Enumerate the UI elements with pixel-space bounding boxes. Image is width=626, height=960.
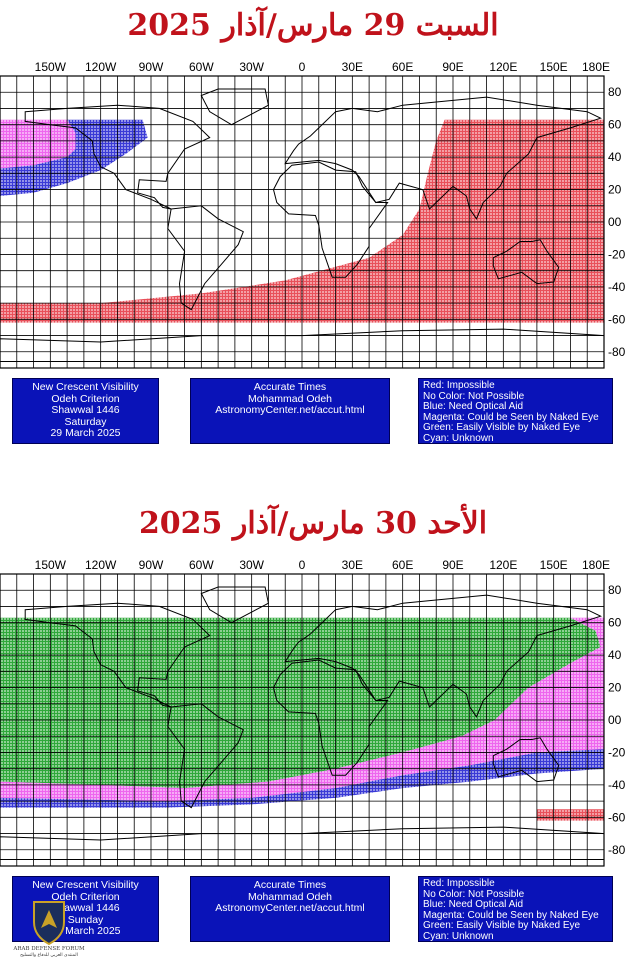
map2-frame <box>0 573 605 867</box>
map2-grid <box>0 573 605 867</box>
map2-visibility-map: 150W 120W 90W 60W 30W 0 30E 60E 90E 120E 150E 180E … <box>0 558 626 867</box>
map1-longitude-label: 60W <box>189 60 214 74</box>
map2-latitude-label: -60 <box>608 810 626 824</box>
map1-latitude-label: 40 <box>608 150 622 164</box>
map2-longitude-label: 90W <box>139 558 164 572</box>
map1-legend-item: Green: Easily Visible by Naked Eye <box>423 422 581 433</box>
map2-latitude-label: 80 <box>608 583 622 597</box>
map1-info-box: New Crescent Visibility Odeh Criterion S… <box>12 378 159 444</box>
map2-info-line: Sunday <box>67 913 104 926</box>
map1-latitude-label: 60 <box>608 118 622 132</box>
map2-longitude-label: 60W <box>189 558 214 572</box>
map2-info-line: New Crescent Visibility <box>32 879 139 891</box>
map2-info-line: Shawwal 1446 <box>51 902 120 914</box>
map1-longitude-label: 120W <box>85 60 117 74</box>
map2-latitude-label: -20 <box>608 745 626 759</box>
logo-text: ARAB DEFENSE FORUM <box>12 946 85 952</box>
map1-longitude-label: 120E <box>489 60 517 74</box>
map2-longitude-label: 150E <box>540 558 568 572</box>
logo-subtext: المنتدى العربي للدفاع والتسليح <box>20 953 78 958</box>
map1-legend-item: Blue: Need Optical Aid <box>423 401 524 412</box>
map2-longitude-label: 30E <box>342 558 363 572</box>
map1-frame <box>0 75 605 369</box>
map2-legend: Red: Impossible No Color: Not Possible B… <box>418 876 613 942</box>
map2-legend-item: Blue: Need Optical Aid <box>423 899 524 910</box>
map1-credit-line: Accurate Times <box>253 381 327 393</box>
map2-visibility-zone <box>0 617 601 789</box>
map1-longitude-label: 90E <box>442 60 463 74</box>
map1-latitude-label: -80 <box>608 345 626 359</box>
map2-longitude-label: 0 <box>299 558 306 572</box>
map2-longitude-label: 60E <box>392 558 413 572</box>
map1-legend: Red: Impossible No Color: Not Possible B… <box>418 378 613 444</box>
map2-credit-line: Accurate Times <box>253 879 327 891</box>
map2-latitude-label: 60 <box>608 616 622 630</box>
map1-credit-line: AstronomyCenter.net/accut.html <box>215 404 365 416</box>
map1-longitude-label: 150W <box>35 60 67 74</box>
map1-visibility-map: 150W 120W 90W 60W 30W 0 30E 60E 90E 120E 150E 180E … <box>0 60 626 369</box>
map1-info-line: Shawwal 1446 <box>51 404 120 416</box>
map1-latitude-label: -20 <box>608 247 626 261</box>
map1-info-line: Odeh Criterion <box>51 392 120 405</box>
map2-longitude-label: 150W <box>35 558 67 572</box>
map2-credit-line: Mohammad Odeh <box>247 890 333 903</box>
map2-latitude-label: 20 <box>608 681 622 695</box>
map2-legend-item: No Color: Not Possible <box>423 888 525 900</box>
map1-latitude-label: 00 <box>608 215 622 229</box>
map2-legend-item: Cyan: Unknown <box>423 930 494 942</box>
map1-longitude-label: 30E <box>342 60 363 74</box>
map1-longitude-label: 0 <box>299 60 306 74</box>
map1-grid <box>0 75 605 369</box>
map2-info-line: 30 March 2025 <box>50 925 121 937</box>
map2-latitude-label: -80 <box>608 843 626 857</box>
map1-latitude-label: -40 <box>608 280 626 294</box>
map2-latitude-label: -40 <box>608 778 626 792</box>
map2-longitude-label: 90E <box>442 558 463 572</box>
map1-visibility-zone <box>0 119 148 196</box>
map2-legend-item: Magenta: Could be Seen by Naked Eye <box>423 909 599 921</box>
map1-info-line: 29 March 2025 <box>50 427 121 439</box>
map1-longitude-label: 180E <box>582 60 610 74</box>
map1-landmass <box>24 104 211 210</box>
map1-legend-item: Magenta: Could be Seen by Naked Eye <box>423 411 599 423</box>
map1-visibility-zone <box>0 119 76 169</box>
map2-longitude-label: 180E <box>582 558 610 572</box>
map1-credit-line: Mohammad Odeh <box>247 392 333 405</box>
map1-longitude-label: 60E <box>392 60 413 74</box>
map2-latitude-label: 40 <box>608 648 622 662</box>
map1-longitude-label: 30W <box>239 60 264 74</box>
map2-info-box: New Crescent Visibility Odeh Criterion S… <box>12 876 159 942</box>
map2-credit-line: AstronomyCenter.net/accut.html <box>215 902 365 914</box>
map2-title: الأحد 30 مارس/آذار 2025 <box>138 506 488 541</box>
map1-info-line: Saturday <box>64 415 107 428</box>
map2-legend-item: Red: Impossible <box>423 878 495 889</box>
map2-longitude-label: 120E <box>489 558 517 572</box>
map1-credits-box: Accurate Times Mohammad Odeh AstronomyCe… <box>190 378 390 444</box>
map2-longitude-label: 120W <box>85 558 117 572</box>
map2-info-line: Odeh Criterion <box>51 890 120 903</box>
map1-title: السبت 29 مارس/آذار 2025 <box>127 8 499 43</box>
map2-legend-item: Green: Easily Visible by Naked Eye <box>423 920 581 931</box>
map2-latitude-label: 00 <box>608 713 622 727</box>
map1-info-line: New Crescent Visibility <box>32 381 139 393</box>
map1-legend-item: Cyan: Unknown <box>423 432 494 444</box>
map1-legend-item: No Color: Not Possible <box>423 390 525 402</box>
forum-logo: ARAB DEFENSE FORUM المنتدى العربي للدفاع… <box>12 901 85 958</box>
map2-landmass <box>24 602 211 708</box>
map1-latitude-label: 80 <box>608 85 622 99</box>
map2-credits-box: Accurate Times Mohammad Odeh AstronomyCe… <box>190 876 390 942</box>
map1-longitude-label: 90W <box>139 60 164 74</box>
map1-longitude-label: 150E <box>540 60 568 74</box>
map1-latitude-label: 20 <box>608 183 622 197</box>
map2-longitude-label: 30W <box>239 558 264 572</box>
map1-legend-item: Red: Impossible <box>423 380 495 391</box>
map1-latitude-label: -60 <box>608 312 626 326</box>
